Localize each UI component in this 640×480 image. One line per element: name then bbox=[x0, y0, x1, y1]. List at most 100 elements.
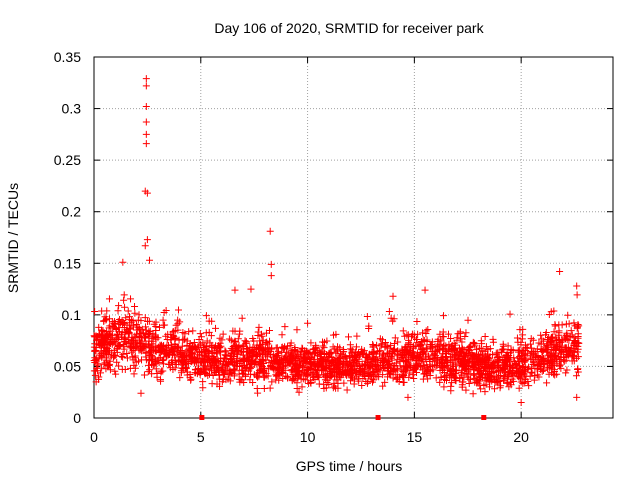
data-point bbox=[368, 375, 376, 383]
data-point bbox=[97, 326, 105, 334]
y-tick-label: 0.15 bbox=[54, 255, 81, 271]
data-point bbox=[153, 373, 161, 381]
data-point bbox=[452, 367, 460, 375]
data-point bbox=[418, 356, 426, 364]
data-point bbox=[322, 358, 330, 366]
data-point bbox=[555, 346, 563, 354]
data-point bbox=[241, 364, 249, 372]
data-point bbox=[289, 371, 297, 379]
data-point bbox=[556, 361, 564, 369]
data-point bbox=[464, 316, 472, 324]
data-point bbox=[352, 343, 360, 351]
data-point bbox=[555, 338, 563, 346]
data-point bbox=[106, 366, 114, 374]
x-tick-label: 15 bbox=[407, 429, 423, 445]
data-point bbox=[550, 307, 558, 315]
data-point bbox=[451, 345, 459, 353]
data-point bbox=[338, 351, 346, 359]
data-point bbox=[123, 350, 131, 358]
data-point bbox=[544, 365, 552, 373]
data-point bbox=[441, 372, 449, 380]
data-point bbox=[570, 357, 578, 365]
data-point bbox=[92, 356, 100, 364]
data-point bbox=[332, 330, 340, 338]
data-point bbox=[279, 359, 287, 367]
data-point bbox=[407, 341, 415, 349]
data-point bbox=[478, 340, 486, 348]
data-point bbox=[238, 366, 246, 374]
data-point bbox=[167, 336, 175, 344]
data-point bbox=[486, 373, 494, 381]
data-point bbox=[202, 312, 210, 320]
data-point bbox=[417, 362, 425, 370]
data-point bbox=[227, 358, 235, 366]
data-point bbox=[136, 336, 144, 344]
data-point bbox=[440, 369, 448, 377]
data-point bbox=[333, 354, 341, 362]
data-point bbox=[104, 347, 112, 355]
data-point bbox=[402, 353, 410, 361]
data-point bbox=[435, 346, 443, 354]
data-point bbox=[114, 335, 122, 343]
data-point bbox=[90, 332, 98, 340]
data-point bbox=[462, 352, 470, 360]
data-point bbox=[164, 330, 172, 338]
data-point bbox=[116, 342, 124, 350]
data-point bbox=[294, 348, 302, 356]
data-point bbox=[471, 378, 479, 386]
data-point bbox=[293, 326, 301, 334]
data-point bbox=[394, 338, 402, 346]
data-point bbox=[178, 357, 186, 365]
data-point bbox=[324, 370, 332, 378]
data-point bbox=[318, 367, 326, 375]
data-point bbox=[332, 368, 340, 376]
data-point bbox=[334, 384, 342, 392]
data-point bbox=[181, 364, 189, 372]
data-point bbox=[363, 379, 371, 387]
grid-lines bbox=[94, 57, 613, 418]
data-point bbox=[469, 390, 477, 398]
data-point bbox=[573, 282, 581, 290]
data-point bbox=[152, 327, 160, 335]
data-point bbox=[464, 356, 472, 364]
data-point bbox=[535, 357, 543, 365]
data-point bbox=[245, 349, 253, 357]
data-point bbox=[547, 343, 555, 351]
data-point bbox=[567, 327, 575, 335]
data-point bbox=[157, 368, 165, 376]
data-point bbox=[428, 338, 436, 346]
axis-ticks bbox=[93, 56, 613, 419]
data-point bbox=[177, 367, 185, 375]
data-point bbox=[409, 349, 417, 357]
data-point bbox=[293, 384, 301, 392]
data-point bbox=[236, 362, 244, 370]
data-point bbox=[489, 335, 497, 343]
data-point bbox=[337, 358, 345, 366]
data-point bbox=[206, 370, 214, 378]
data-point bbox=[387, 341, 395, 349]
data-point bbox=[198, 355, 206, 363]
data-point bbox=[258, 330, 266, 338]
data-point bbox=[267, 345, 275, 353]
data-point bbox=[143, 236, 151, 244]
data-point bbox=[477, 358, 485, 366]
data-point bbox=[142, 82, 150, 90]
data-point bbox=[358, 381, 366, 389]
data-point bbox=[388, 348, 396, 356]
data-point bbox=[419, 336, 427, 344]
data-point bbox=[105, 330, 113, 338]
data-point bbox=[510, 371, 518, 379]
data-point bbox=[466, 342, 474, 350]
data-point bbox=[183, 337, 191, 345]
data-point bbox=[262, 339, 270, 347]
data-point bbox=[574, 339, 582, 347]
data-point bbox=[216, 382, 224, 390]
data-point bbox=[100, 317, 108, 325]
data-point bbox=[245, 367, 253, 375]
data-point bbox=[560, 348, 568, 356]
data-point bbox=[233, 354, 241, 362]
data-point bbox=[208, 347, 216, 355]
data-point bbox=[295, 367, 303, 375]
data-point bbox=[384, 349, 392, 357]
data-point bbox=[247, 351, 255, 359]
